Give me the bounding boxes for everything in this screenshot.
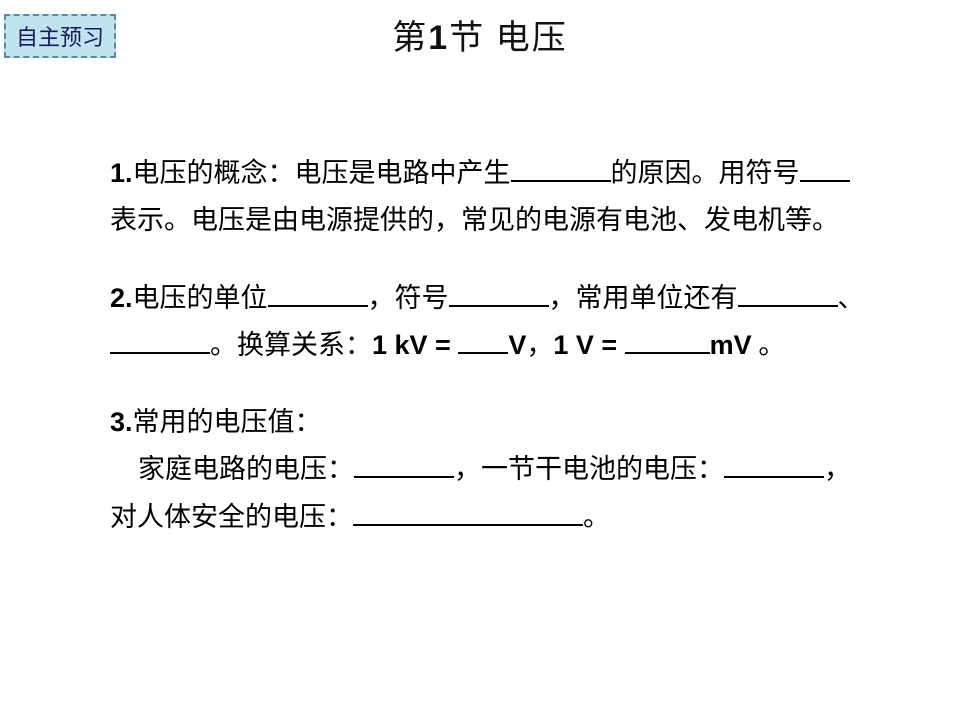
q3-text-3: ，一节干电池的电压： bbox=[454, 454, 724, 484]
q3-text-2: 家庭电路的电压： bbox=[138, 454, 354, 484]
q2-text-4: 、 bbox=[838, 283, 865, 313]
blank bbox=[110, 324, 210, 354]
question-2: 2.电压的单位 ，符号 ，常用单位还有 、。换算关系：1 kV = V，1 V = m… bbox=[110, 275, 870, 370]
q1-text-3: 表示。电压是由电源提供的，常见的电源有电池、发电机等。 bbox=[110, 205, 839, 235]
page-title: 第1节 电压 bbox=[0, 10, 960, 59]
q1-text-2: 的原因。用符号 bbox=[611, 158, 800, 188]
question-3: 3.常用的电压值： 家庭电路的电压：，一节干电池的电压：，对人体安全的电压：。 bbox=[110, 399, 870, 541]
q1-number: 1. bbox=[110, 158, 133, 188]
q2-eq2a: 1 V = bbox=[553, 330, 624, 360]
blank bbox=[354, 449, 454, 479]
q2-eq1a: 1 kV = bbox=[372, 330, 458, 360]
q3-text-1: 常用的电压值： bbox=[133, 407, 322, 437]
content-area: 1.电压的概念：电压是电路中产生 的原因。用符号表示。电压是由电源提供的，常见的电… bbox=[110, 150, 870, 571]
q2-text-2: ，符号 bbox=[368, 283, 449, 313]
q2-eq2b: mV bbox=[710, 330, 752, 360]
q2-text-1: 电压的单位 bbox=[133, 283, 268, 313]
blank bbox=[353, 496, 583, 526]
title-prefix: 第 bbox=[392, 20, 428, 57]
q3-number: 3. bbox=[110, 407, 133, 437]
q2-eq1b: V bbox=[508, 330, 526, 360]
q2-comma: ， bbox=[526, 330, 553, 360]
q2-number: 2. bbox=[110, 283, 133, 313]
q3-text-5: 。 bbox=[583, 502, 610, 532]
q1-text-1: 电压的概念：电压是电路中产生 bbox=[133, 158, 511, 188]
blank bbox=[268, 277, 368, 307]
blank bbox=[738, 277, 838, 307]
q2-period: 。 bbox=[752, 330, 786, 360]
blank bbox=[800, 152, 850, 182]
blank bbox=[625, 324, 710, 354]
blank bbox=[458, 324, 508, 354]
q2-text-5: 。换算关系： bbox=[210, 330, 372, 360]
title-suffix: 节 电压 bbox=[449, 20, 568, 57]
title-number: 1 bbox=[428, 19, 449, 57]
blank bbox=[724, 449, 824, 479]
q2-text-3: ，常用单位还有 bbox=[549, 283, 738, 313]
question-1: 1.电压的概念：电压是电路中产生 的原因。用符号表示。电压是由电源提供的，常见的电… bbox=[110, 150, 870, 245]
blank bbox=[511, 152, 611, 182]
blank bbox=[449, 277, 549, 307]
